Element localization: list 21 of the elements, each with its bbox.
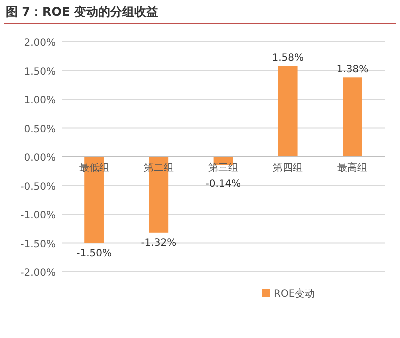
y-tick-label: 0.50% (24, 124, 56, 136)
y-tick-label: -1.50% (20, 239, 56, 250)
data-label: -0.14% (206, 179, 242, 190)
bar (278, 66, 298, 157)
data-label: 1.58% (272, 53, 304, 64)
x-tick-label: 最高组 (338, 162, 368, 174)
y-tick-label: -2.00% (20, 268, 56, 279)
y-tick-label: 1.00% (24, 96, 56, 106)
y-tick-label: -1.00% (20, 210, 56, 222)
y-tick-label: -0.50% (20, 182, 56, 193)
legend-label: ROE变动 (274, 288, 316, 300)
data-label: -1.50% (76, 248, 112, 260)
y-tick-label: 2.00% (24, 38, 56, 49)
x-tick-label: 第三组 (208, 162, 238, 174)
x-tick-label: 第四组 (273, 162, 304, 174)
data-label: -1.32% (141, 238, 177, 249)
y-tick-label: 0.00% (24, 153, 56, 164)
bar (343, 78, 362, 157)
data-label: 1.38% (336, 64, 369, 76)
chart-title: 图 7：ROE 变动的分组收益 (6, 5, 158, 19)
y-tick-label: 1.50% (24, 66, 56, 78)
